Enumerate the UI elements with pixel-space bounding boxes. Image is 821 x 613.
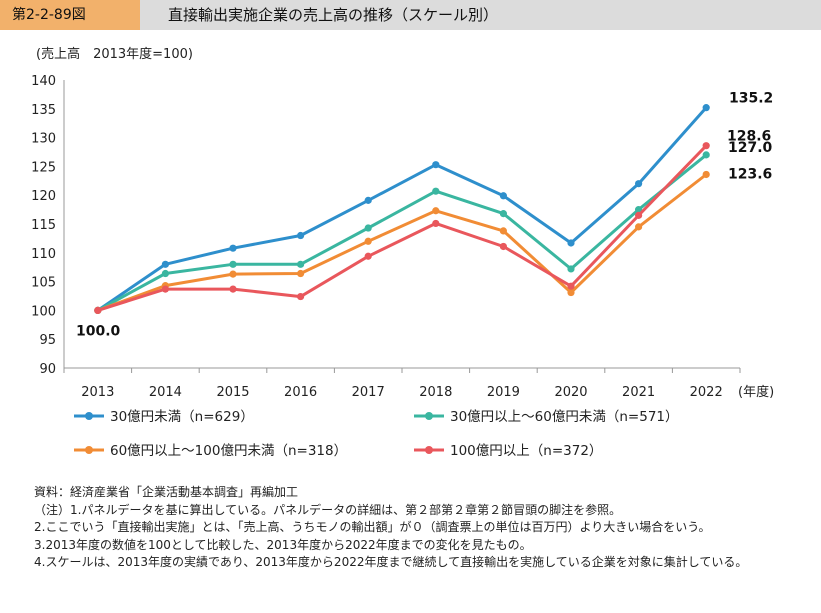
series-lines [94,104,710,314]
series-line [97,144,708,312]
end-value-label: 127.0 [728,140,773,156]
x-tick-label: 2022 [690,385,723,400]
data-point [432,161,440,169]
legend-item: 30億円以上～60億円未満（n=571） [414,409,679,425]
data-point [229,260,237,268]
note-2: 2.ここでいう「直接輸出実施」とは、「売上高、うちモノの輸出額」が０（調査票上の… [34,520,711,534]
legend-marker [425,412,433,420]
note-4: 4.スケールは、2013年度の実績であり、2013年度から2022年度まで継続し… [34,555,748,569]
y-tick-label: 95 [39,333,56,348]
y-tick-label: 115 [31,218,56,233]
end-value-label: 128.6 [727,129,771,145]
line-chart: (売上高 2013年度=100) 90 95 100 105 110 115 120 125 1… [31,46,774,459]
legend-label: 30億円以上～60億円未満（n=571） [450,409,679,425]
data-point [229,285,237,293]
data-point [499,242,507,251]
data-point [161,269,169,278]
y-tick-label: 90 [39,362,56,377]
x-tick-label: 2020 [554,385,587,400]
data-point [297,231,305,240]
data-point [567,265,575,273]
x-tick-label: 2017 [352,385,385,400]
data-point [635,211,643,219]
data-point [229,270,237,278]
data-point [229,244,237,252]
data-point [499,210,507,218]
series-3 [94,170,710,314]
data-point [432,187,440,195]
x-tick-label: 2021 [622,385,655,400]
data-point [432,207,440,215]
series-line [97,153,708,312]
y-tick-label: 140 [31,74,56,89]
data-point [94,306,102,314]
data-point [567,282,575,290]
x-axis: 2013 2014 2015 2016 2017 2018 2019 2020 2021 2022 [63,367,741,400]
note-1: （注）1.パネルデータを基に算出している。パネルデータの詳細は、第２部第２章第２… [34,502,622,517]
legend-marker [85,412,93,420]
data-point [567,288,575,297]
figure-number: 第2-2-89図 [0,0,140,30]
data-point [297,260,305,268]
x-tick-label: 2018 [419,385,452,400]
data-point [702,170,710,179]
x-tick-label: 2019 [487,385,520,400]
note-3: 3.2013年度の数値を100として比較した、2013年度から2022年度までの… [34,537,532,552]
y-tick-label: 110 [31,247,56,262]
x-tick-label: 2016 [284,385,317,400]
legend-label: 100億円以上（n=372） [450,443,602,459]
y-axis: 90 95 100 105 110 115 120 125 130 135 140 [31,74,65,377]
x-tick-label: 2013 [81,385,114,400]
data-point [567,239,575,247]
y-tick-label: 100 [31,304,56,319]
source-note: 資料：経済産業省「企業活動基本調査」再編加工 [34,485,299,499]
x-axis-label: (年度) [738,384,774,400]
figure-header: 第2-2-89図 直接輸出実施企業の売上高の推移（スケール別） [0,0,821,30]
data-labels: 100.0 135.2 127.0 123.6 128.6 [76,91,773,340]
end-value-label: 123.6 [728,166,772,182]
data-point [297,292,305,301]
data-point [499,192,507,200]
start-value-label: 100.0 [76,323,121,339]
series-4 [94,142,710,314]
figure-title: 直接輸出実施企業の売上高の推移（スケール別） [168,6,499,24]
legend-label: 30億円未満（n=629） [110,409,254,425]
series-1 [94,104,710,314]
series-2 [94,151,710,314]
y-tick-label: 120 [31,189,56,204]
data-point [702,104,710,112]
x-tick-label: 2014 [149,385,182,400]
data-point [297,269,305,278]
legend-label: 60億円以上～100億円未満（n=318） [110,443,347,459]
x-tick-label: 2015 [216,385,249,400]
data-point [635,180,643,188]
data-point [364,237,372,245]
data-point [161,260,169,268]
legend: 30億円未満（n=629） 30億円以上～60億円未満（n=571） 60億円以上～… [74,409,679,459]
data-point [499,227,507,235]
legend-marker [85,446,93,454]
data-point [635,223,643,231]
y-axis-label: (売上高 2013年度=100) [36,46,193,62]
series-line [96,106,708,312]
data-point [364,196,372,204]
data-point [364,224,372,232]
legend-item: 60億円以上～100億円未満（n=318） [74,443,347,459]
data-point [432,219,440,228]
end-value-label: 135.2 [729,91,773,107]
y-tick-label: 125 [31,160,56,175]
y-tick-label: 130 [31,132,56,147]
data-point [702,151,710,159]
legend-item: 100億円以上（n=372） [414,443,602,459]
y-tick-label: 135 [31,103,56,118]
data-point [702,142,710,150]
data-point [161,285,169,293]
y-tick-label: 105 [31,276,56,291]
series-line [97,173,708,312]
legend-item: 30億円未満（n=629） [74,409,254,425]
footnotes: 資料：経済産業省「企業活動基本調査」再編加工 （注）1.パネルデータを基に算出し… [34,484,804,572]
legend-marker [425,446,433,454]
data-point [364,252,372,260]
